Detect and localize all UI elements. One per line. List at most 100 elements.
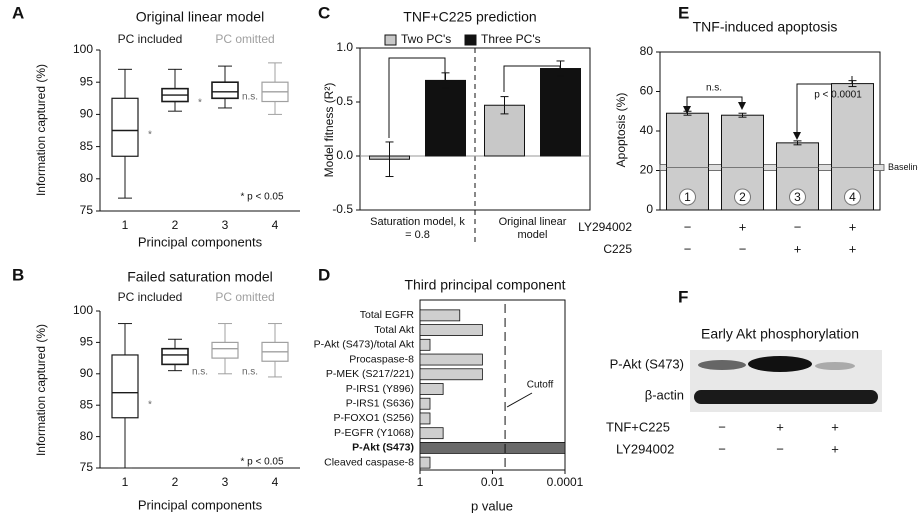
chart-title: Original linear model <box>136 9 264 25</box>
y-axis-label: Apoptosis (%) <box>614 93 628 168</box>
annotation: n.s. <box>192 367 208 378</box>
chart-title: TNF+C225 prediction <box>403 9 536 25</box>
y-tick-label: 1.0 <box>336 40 353 54</box>
x-tick-label: 1 <box>684 190 691 204</box>
y-tick-label: 85 <box>80 397 94 411</box>
band <box>815 362 855 370</box>
panel-letter: E <box>678 3 689 22</box>
annotation: n.s. <box>706 83 722 94</box>
y-tick-label: 95 <box>80 74 94 88</box>
x-tick-label: Saturation model, k = 0.8 <box>370 216 465 241</box>
x-tick-label: 0.0001 <box>547 475 584 489</box>
x-tick-label: 1 <box>417 475 424 489</box>
x-tick-label: Original linear model <box>498 216 567 241</box>
panel-letter: C <box>318 3 330 22</box>
box <box>211 81 239 100</box>
annotation: * <box>198 98 202 109</box>
bar <box>419 324 483 336</box>
condition-sign: + <box>849 241 857 256</box>
band <box>748 356 812 372</box>
panel-letter: A <box>12 3 24 22</box>
condition-label: TNF+C225 <box>606 419 670 434</box>
baseline-label: Baseline <box>888 162 918 172</box>
bar <box>419 338 431 351</box>
panel-letter: B <box>12 265 24 284</box>
y-tick-label: P-MEK (S217/221) <box>326 368 414 380</box>
y-tick-label: 95 <box>80 335 94 349</box>
x-tick-label-box: Saturation model, k = 0.8 <box>370 216 465 241</box>
bar <box>419 353 483 366</box>
x-tick-label: 3 <box>222 475 229 489</box>
cutoff-pointer <box>506 392 533 408</box>
category-badge <box>679 188 696 206</box>
condition-sign: + <box>776 419 784 434</box>
y-tick-label: 40 <box>640 123 654 137</box>
y-tick-label: 90 <box>80 366 94 380</box>
x-tick-label: 2 <box>172 218 179 232</box>
y-tick-label: 60 <box>640 84 654 98</box>
x-tick-label: 1 <box>122 475 129 489</box>
condition-sign: − <box>776 441 784 456</box>
legend-label: PC included <box>118 290 183 304</box>
y-tick-label: P-Akt (S473)/total Akt <box>314 339 414 351</box>
condition-sign: + <box>794 241 802 256</box>
panel-letter: D <box>318 265 330 284</box>
chart-title: Failed saturation model <box>127 269 273 285</box>
y-tick-label: 0.0 <box>336 148 353 162</box>
band <box>698 360 746 370</box>
y-tick-label: 100 <box>73 303 93 317</box>
annotation: p < 0.0001 <box>814 90 862 101</box>
condition-label: LY294002 <box>578 220 632 234</box>
y-tick-label: 90 <box>80 107 94 121</box>
bar <box>419 442 566 454</box>
x-tick-label: 1 <box>122 218 129 232</box>
bracket <box>796 76 853 136</box>
chart-title: Third principal component <box>404 277 565 293</box>
x-tick-label: 3 <box>794 190 801 204</box>
arrowhead <box>683 102 801 140</box>
y-tick-label: 80 <box>640 44 654 58</box>
y-tick-label: 80 <box>80 429 94 443</box>
bracket <box>686 96 743 110</box>
box <box>111 97 139 157</box>
annotation: n.s. <box>242 92 258 103</box>
legend-label: PC omitted <box>215 290 274 304</box>
y-tick-label: 80 <box>80 171 94 185</box>
bar <box>419 456 431 469</box>
y-tick-label: P-EGFR (Y1068) <box>334 427 414 439</box>
footnote: * p < 0.05 <box>240 457 284 468</box>
y-tick-label: -0.5 <box>332 202 353 216</box>
x-axis-label: Principal components <box>138 234 263 249</box>
bar <box>419 368 483 381</box>
chart-title: Early Akt phosphorylation <box>701 326 859 342</box>
box <box>211 341 239 359</box>
plot-frame <box>359 47 591 211</box>
condition-sign: − <box>718 419 726 434</box>
bar <box>419 383 444 395</box>
condition-sign: − <box>739 241 747 256</box>
x-axis-label: p value <box>471 498 513 513</box>
y-tick-label: 75 <box>80 203 94 217</box>
legend-swatch <box>384 34 397 46</box>
x-tick-label: 4 <box>849 190 856 204</box>
condition-sign: − <box>794 219 802 234</box>
y-tick-label: P-FOXO1 (S256) <box>333 412 414 424</box>
condition-label: C225 <box>603 242 632 256</box>
condition-sign: + <box>849 219 857 234</box>
band-label: P-Akt (S473) <box>610 356 684 371</box>
category-badge <box>734 188 751 206</box>
bar <box>419 412 431 425</box>
y-tick-label: 20 <box>640 163 654 177</box>
bar <box>419 309 461 322</box>
legend-swatch <box>464 34 477 46</box>
annotation: n.s. <box>242 367 258 378</box>
y-axis-label: Model fitness (R²) <box>322 83 336 178</box>
y-tick-label: P-Akt (S473) <box>352 442 414 454</box>
x-tick-label: 4 <box>272 475 279 489</box>
y-tick-label: 100 <box>73 42 93 56</box>
bar <box>425 79 466 157</box>
condition-sign: − <box>684 219 692 234</box>
footnote: * p < 0.05 <box>240 192 284 203</box>
y-tick-label: Total Akt <box>374 324 414 336</box>
